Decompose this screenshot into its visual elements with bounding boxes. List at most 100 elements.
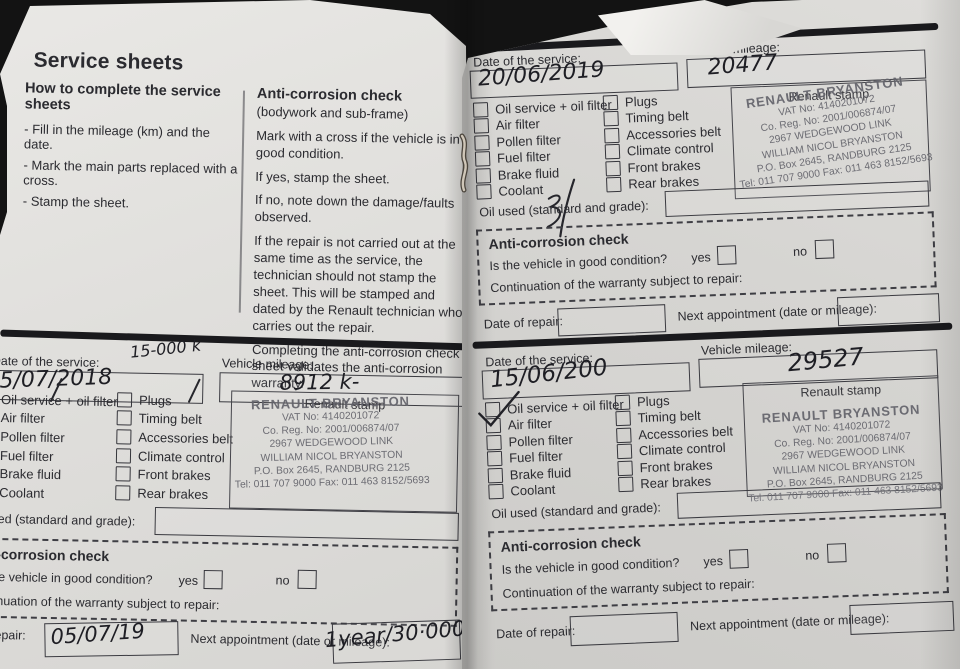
checkbox-row: Plugs [602, 90, 720, 111]
vehicle-mileage-label: Vehicle mileage: [700, 340, 793, 358]
checkbox [486, 434, 502, 451]
next-appointment-label: Next appointment (date or mileage): [689, 611, 890, 634]
checkbox-label: Oil service + oil filter [506, 396, 625, 417]
page-title: Service sheets [475, 6, 616, 38]
checkbox [604, 127, 620, 144]
checkbox [115, 447, 132, 464]
dealer-stamp: RENAULT BRYANSTON VAT No: 4140201072 Co.… [738, 73, 934, 191]
date-of-repair-label: Date of repair: [0, 627, 26, 643]
page-title: Service sheets [33, 48, 184, 75]
anti-corrosion-check-box: Anti-corrosion check Is the vehicle in g… [488, 513, 949, 612]
checkbox-row: Brake fluid [0, 464, 116, 485]
no-label: no [792, 244, 808, 259]
yes-label: yes [691, 250, 712, 266]
warranty-line: Continuation of the warranty subject to … [502, 576, 755, 601]
date-of-repair-label: Date of repair: [495, 624, 576, 642]
checkbox-row: Timing belt [603, 106, 720, 127]
warranty-line: Continuation of the warranty subject to … [490, 271, 743, 296]
checkbox-row: Pollen filter [486, 429, 625, 451]
how-to-item: - Stamp the sheet. [22, 193, 130, 211]
service-record-right-bottom: Date of the service: 15/06/200 Vehicle m… [471, 337, 955, 669]
mileage-field [698, 349, 939, 388]
checkbox-label: Rear brakes [627, 173, 700, 192]
left-page: Service sheets How to complete the servi… [0, 0, 470, 669]
checkbox [485, 418, 502, 434]
handwritten-mileage: 29527 [786, 342, 865, 378]
checkbox-label: Plugs [624, 93, 658, 110]
checkbox-label: Timing belt [625, 108, 689, 126]
how-to-item: - Fill in the mileage (km) and the date. [23, 121, 211, 152]
checkbox [476, 184, 492, 200]
checkbox-label: Rear brakes [640, 473, 712, 492]
checkbox-column-1: Oil service + oil filter Air filter Poll… [0, 390, 118, 504]
checkbox-label: Climate control [638, 440, 726, 459]
checkbox-label: Pollen filter [0, 429, 65, 446]
info-paragraph: If no, note down the damage/faults obser… [254, 192, 455, 226]
checkbox-row: Fuel filter [0, 445, 117, 466]
checkbox [474, 134, 490, 151]
checkbox-row: Oil service + oil filter [0, 390, 118, 411]
checkbox-row: Brake fluid [487, 462, 627, 484]
staple-icon [459, 133, 469, 193]
info-paragraph: If the repair is not carried out at the … [252, 233, 463, 335]
anti-corrosion-info-subheading: (bodywork and sub-frame) [256, 103, 409, 122]
renault-stamp-box: Renault stamp RENAULT BRYANSTON VAT No: … [229, 390, 460, 513]
checkbox-row: Oil service + oil filter [484, 396, 625, 418]
checkbox [472, 101, 489, 118]
oil-used-field [154, 507, 459, 541]
checkbox-label: Plugs [636, 392, 670, 410]
checkbox [605, 160, 621, 177]
checkbox-label: Accessories belt [638, 423, 734, 443]
oil-used-label: Oil used (standard and grade): [0, 511, 136, 529]
checkbox-row: Air filter [485, 412, 625, 434]
warranty-line: Continuation of the warranty subject to … [0, 593, 220, 613]
checkbox [115, 485, 131, 501]
oil-used-label: Oil used (standard and grade): [491, 500, 662, 522]
checkbox-label: Pollen filter [508, 431, 574, 450]
checkbox-row: Coolant [0, 483, 116, 504]
right-page: Service sheets Date of the service: 20/0… [462, 0, 960, 669]
checkbox [487, 467, 504, 484]
dealer-stamp: RENAULT BRYANSTON VAT No: 4140201072 Co.… [747, 401, 944, 505]
condition-question: Is the vehicle in good condition? [501, 555, 680, 577]
next-appointment-field [849, 600, 955, 635]
repair-date-field [569, 611, 679, 647]
handwritten-date: 20/06/2019 [477, 57, 606, 92]
anti-corrosion-heading: Anti-corrosion check [500, 533, 641, 555]
service-record-right-top: Date of the service: 20/06/2019 Vehicle … [462, 37, 943, 376]
checkbox [602, 94, 619, 111]
date-of-service-label: Date of the service: [472, 51, 582, 70]
checkbox [615, 410, 631, 427]
checkbox-label: Accessories belt [625, 123, 722, 143]
yes-checkbox [729, 549, 749, 569]
checkbox-row: Front brakes [605, 156, 722, 177]
oil-used-field [664, 180, 930, 218]
stamp-label: Renault stamp [788, 86, 870, 105]
checkbox-label: Air filter [495, 116, 541, 134]
checkbox-label: Coolant [0, 484, 45, 501]
date-field [469, 62, 679, 99]
dealer-stamp: RENAULT BRYANSTON VAT No: 4140201072 Co.… [234, 393, 430, 491]
checkbox-label: Brake fluid [509, 464, 572, 483]
oil-used-label: Oil used (standard and grade): [479, 198, 649, 220]
checkbox-row: Front brakes [617, 456, 734, 477]
checkbox-column-1: Oil service + oil filter Air filter Poll… [472, 96, 616, 200]
yes-label: yes [703, 554, 724, 569]
checkbox-row: Pollen filter [474, 129, 613, 151]
no-checkbox [826, 543, 847, 563]
anti-corrosion-check-box: Anti-corrosion check Is the vehicle in g… [0, 537, 459, 627]
checkbox-label: Oil service + oil filter [494, 96, 613, 117]
next-appointment-field [836, 293, 941, 327]
next-appointment-label: Next appointment (date or mileage): [677, 301, 878, 324]
anti-corrosion-heading: Anti-corrosion check [488, 230, 629, 253]
checkbox-label: Plugs [138, 392, 172, 409]
checkbox-row: Pollen filter [0, 427, 117, 448]
anti-corrosion-heading: Anti-corrosion check [0, 545, 110, 565]
date-of-service-label: Date of the service: [485, 351, 594, 370]
condition-question: Is the vehicle in good condition? [0, 569, 153, 587]
checkbox-label: Fuel filter [496, 148, 551, 167]
checkbox-row: Coolant [488, 478, 627, 500]
checkbox-column-1: Oil service + oil filter Air filter Poll… [484, 396, 628, 500]
checkbox-label: Air filter [507, 416, 553, 433]
checkbox [604, 144, 621, 160]
